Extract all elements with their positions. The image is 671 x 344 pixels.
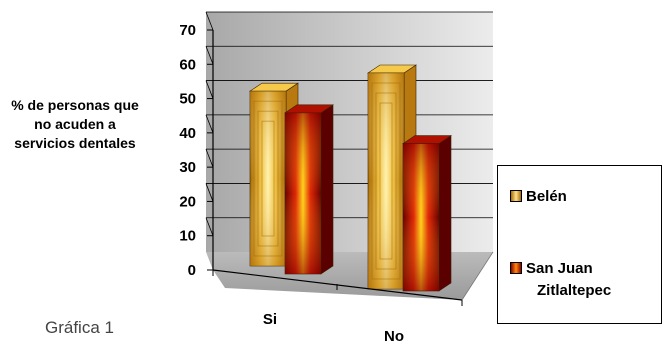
bar-shade — [285, 112, 321, 274]
y-tick-label: 40 — [179, 125, 196, 142]
y-tick-label: 30 — [179, 159, 196, 176]
gridline — [205, 11, 214, 31]
y-axis-label: % de personas que no acuden a servicios … — [11, 97, 139, 151]
floor-edge — [461, 251, 494, 301]
bar-shade — [368, 73, 404, 289]
chart-legend: Belén San Juan Zitlaltepec — [497, 165, 662, 324]
bar-pattern — [379, 102, 393, 260]
bar-pattern — [261, 120, 275, 237]
bar-shade — [250, 91, 286, 267]
bar-pattern — [253, 100, 283, 257]
legend-item-san-juan: San Juan Zitlaltepec — [510, 258, 611, 302]
gridline — [205, 148, 214, 168]
legend-item-belen: Belén — [510, 186, 567, 208]
bar-pattern — [375, 92, 397, 270]
y-tick-label: 70 — [179, 22, 196, 39]
x-category-label: Si — [263, 311, 277, 328]
bar-pattern — [371, 82, 401, 280]
gridline — [205, 114, 214, 134]
legend-label-san-juan-line1: San Juan — [526, 260, 593, 277]
legend-swatch-san-juan — [510, 261, 522, 274]
y-tick-label: 10 — [179, 228, 196, 245]
y-tick-label: 20 — [179, 193, 196, 210]
y-tick-label: 50 — [179, 91, 196, 108]
legend-swatch-belen — [510, 189, 522, 202]
gridline — [205, 217, 214, 236]
bar-side — [320, 104, 334, 275]
y-tick-label: 0 — [188, 262, 196, 279]
gridline — [205, 80, 214, 99]
bar-belen-no — [367, 64, 417, 290]
legend-label-belen: Belén — [526, 188, 567, 205]
bar-shade — [403, 143, 439, 291]
gridline — [205, 183, 214, 202]
y-tick-label: 60 — [179, 56, 196, 73]
legend-label-san-juan-line2: Zitlaltepec — [537, 282, 612, 299]
gridline — [205, 46, 214, 65]
bar-san-juan-si — [284, 104, 334, 275]
x-category-label: No — [384, 328, 404, 344]
figure-caption: Gráfica 1 — [45, 318, 114, 337]
bar-side — [438, 135, 452, 292]
bar-pattern — [257, 110, 279, 247]
bar-san-juan-no — [402, 135, 452, 292]
